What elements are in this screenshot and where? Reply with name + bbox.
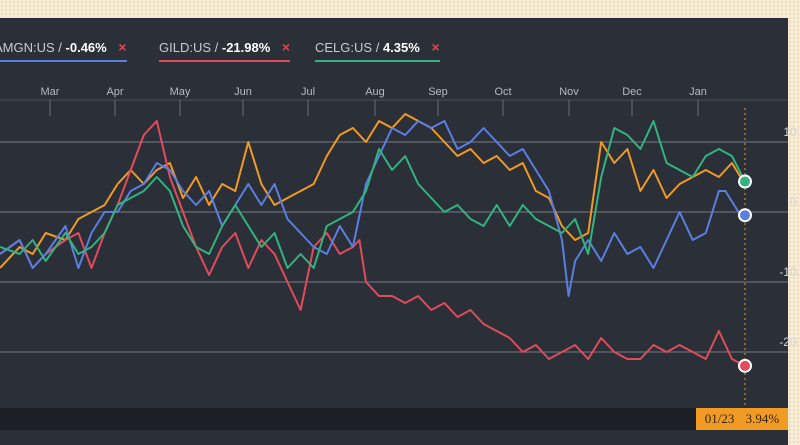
tooltip-date: 01/23 [704,411,735,426]
x-tick-label: Sep [428,86,448,98]
legend-change: -0.46% [65,40,107,55]
legend-separator: / [214,40,222,55]
x-tick-label: Aug [365,86,385,98]
legend-item-amgn: AMGN:US / -0.46% × [0,39,127,62]
end-marker-gild [738,358,752,373]
x-tick-label: Jun [234,86,252,98]
legend-ticker: CELG:US [315,40,373,55]
x-tick-label: Oct [494,86,511,98]
y-tick-label: -20. [779,335,800,349]
x-tick-label: Nov [559,86,579,98]
series-line-gild [0,120,746,367]
x-tick-label: Apr [106,86,123,98]
x-tick-label: Dec [622,86,642,98]
legend-separator: / [375,40,383,55]
remove-series-icon[interactable]: × [281,39,291,55]
x-tick-label: Mar [41,86,60,98]
legend-change: 4.35% [382,40,420,55]
end-marker-celg [738,174,752,189]
end-marker-amgn [738,208,752,223]
y-tick-label: 10. [783,125,800,139]
remove-series-icon[interactable]: × [431,39,440,55]
series-line-benchmark [0,113,746,269]
y-tick-label: -10. [779,265,800,279]
series-line-celg [0,120,746,269]
chart-panel [0,18,788,445]
legend-item-gild: GILD:US / -21.98% × [159,39,291,62]
y-tick-label: 0. [790,195,800,209]
series-line-amgn [0,120,746,297]
legend-ticker: GILD:US [159,40,212,55]
chart-footer-strip [0,408,788,430]
legend-ticker: AMGN:US [0,40,55,55]
tooltip-value: 3.94% [745,411,780,426]
x-tick-label: Jan [689,86,707,98]
x-tick-label: May [170,86,191,98]
legend-separator: / [58,40,66,55]
cursor-tooltip: 01/23 3.94% [696,408,788,430]
x-tick-label: Jul [301,86,315,98]
legend-change: -21.98% [221,40,271,55]
remove-series-icon[interactable]: × [118,39,127,55]
legend-item-celg: CELG:US / 4.35% × [315,39,440,62]
